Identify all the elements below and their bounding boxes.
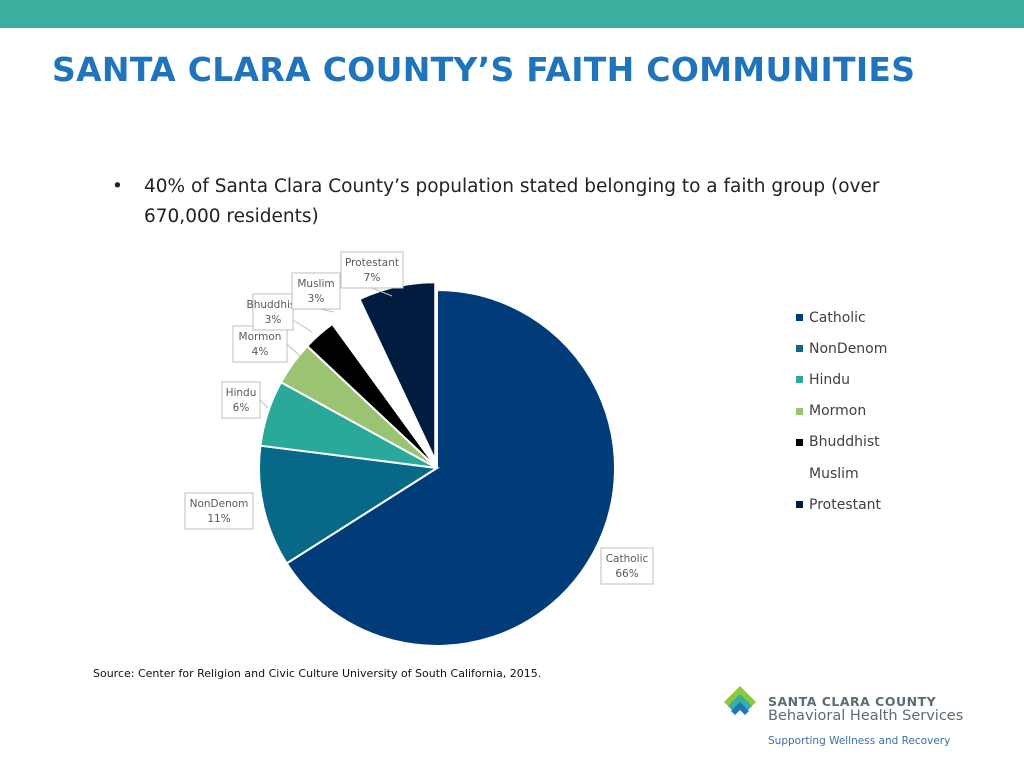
legend-item-catholic: Catholic xyxy=(796,302,887,333)
data-label-box xyxy=(232,325,288,363)
legend-label: Catholic xyxy=(809,309,866,326)
data-label-percent: 4% xyxy=(252,346,269,358)
bullet-dot: • xyxy=(112,176,123,197)
pie-slices xyxy=(258,281,616,647)
data-label-box xyxy=(291,272,341,310)
legend-label: Hindu xyxy=(809,371,851,388)
slide-title: SANTA CLARA COUNTY’S FAITH COMMUNITIES xyxy=(52,50,916,89)
data-label-percent: 11% xyxy=(207,513,230,525)
data-label-mormon: Mormon 4% xyxy=(232,325,288,363)
logo-name-line1: SANTA CLARA COUNTY xyxy=(768,694,937,709)
logo-diamond-icon xyxy=(724,686,756,720)
data-label-name: Bhuddhist xyxy=(246,299,299,311)
data-label-percent: 7% xyxy=(364,272,381,284)
legend-label: Mormon xyxy=(809,403,867,420)
legend-label: Bhuddhist xyxy=(809,434,880,451)
source-citation: Source: Center for Religion and Civic Cu… xyxy=(93,667,542,680)
legend-item-mormon: Mormon xyxy=(796,396,887,427)
data-label-name: Protestant xyxy=(345,257,399,269)
pie-chart: Catholic 66% NonDenom 11% Hindu 6% Mormon 4% Bhu… xyxy=(184,251,654,647)
data-label-name: Catholic xyxy=(606,553,649,565)
data-label-name: Hindu xyxy=(226,387,257,399)
data-label-box xyxy=(184,492,254,530)
data-label-box xyxy=(252,293,294,331)
data-label-box xyxy=(340,251,404,289)
legend-swatch xyxy=(796,501,803,509)
data-label-name: Mormon xyxy=(239,331,282,343)
data-label-bhuddhist: Bhuddhist 3% xyxy=(246,293,300,331)
legend-label: Protestant xyxy=(809,496,882,513)
legend-swatch xyxy=(796,470,803,477)
data-label-percent: 3% xyxy=(308,293,325,305)
leader-line-bhuddhist xyxy=(292,319,313,333)
legend-item-hindu: Hindu xyxy=(796,364,887,395)
data-label-callouts: Catholic 66% NonDenom 11% Hindu 6% Mormon 4% Bhu… xyxy=(184,251,654,585)
legend-item-protestant: Protestant xyxy=(796,489,887,520)
legend-swatch xyxy=(796,438,803,446)
legend-item-nondenom: NonDenom xyxy=(796,333,887,364)
pie-slice-nondenom xyxy=(258,444,440,565)
logo-tagline: Supporting Wellness and Recovery xyxy=(768,735,951,747)
logo-name-line2: Behavioral Health Services xyxy=(768,708,964,724)
data-label-muslim: Muslim 3% xyxy=(291,272,341,310)
data-label-name: Muslim xyxy=(297,278,334,290)
legend-item-muslim: Muslim xyxy=(796,458,887,489)
legend-swatch xyxy=(796,314,803,322)
pie-slice-catholic xyxy=(285,288,616,647)
data-label-percent: 3% xyxy=(265,314,282,326)
legend-label: Muslim xyxy=(809,465,859,482)
data-label-catholic: Catholic 66% xyxy=(600,547,654,585)
leader-line-protestant xyxy=(371,287,393,297)
data-label-percent: 6% xyxy=(233,402,250,414)
bullet-text: 40% of Santa Clara County’s population s… xyxy=(144,176,880,227)
data-label-box xyxy=(600,547,654,585)
organization-logo: SANTA CLARA COUNTY Behavioral Health Ser… xyxy=(716,680,1006,760)
data-label-percent: 66% xyxy=(615,568,638,580)
legend-item-bhuddhist: Bhuddhist xyxy=(796,427,887,458)
legend-swatch xyxy=(796,407,803,415)
data-label-name: NonDenom xyxy=(190,498,249,510)
legend-label: NonDenom xyxy=(809,340,888,357)
leader-line-mormon xyxy=(286,343,301,357)
data-label-protestant: Protestant 7% xyxy=(340,251,404,289)
label-leader-lines xyxy=(259,287,393,409)
pie-slice-muslim xyxy=(330,305,438,469)
top-accent-bar xyxy=(0,0,1024,28)
data-label-box xyxy=(221,381,261,419)
data-label-nondenom: NonDenom 11% xyxy=(184,492,254,530)
data-label-hindu: Hindu 6% xyxy=(221,381,261,419)
chart-legend: Catholic NonDenom Hindu Mormon Bhuddhist Musl… xyxy=(796,302,887,520)
leader-line-hindu xyxy=(259,399,269,409)
legend-swatch xyxy=(796,345,803,353)
bullet-point: • 40% of Santa Clara County’s population… xyxy=(112,172,932,232)
legend-swatch xyxy=(796,376,803,384)
